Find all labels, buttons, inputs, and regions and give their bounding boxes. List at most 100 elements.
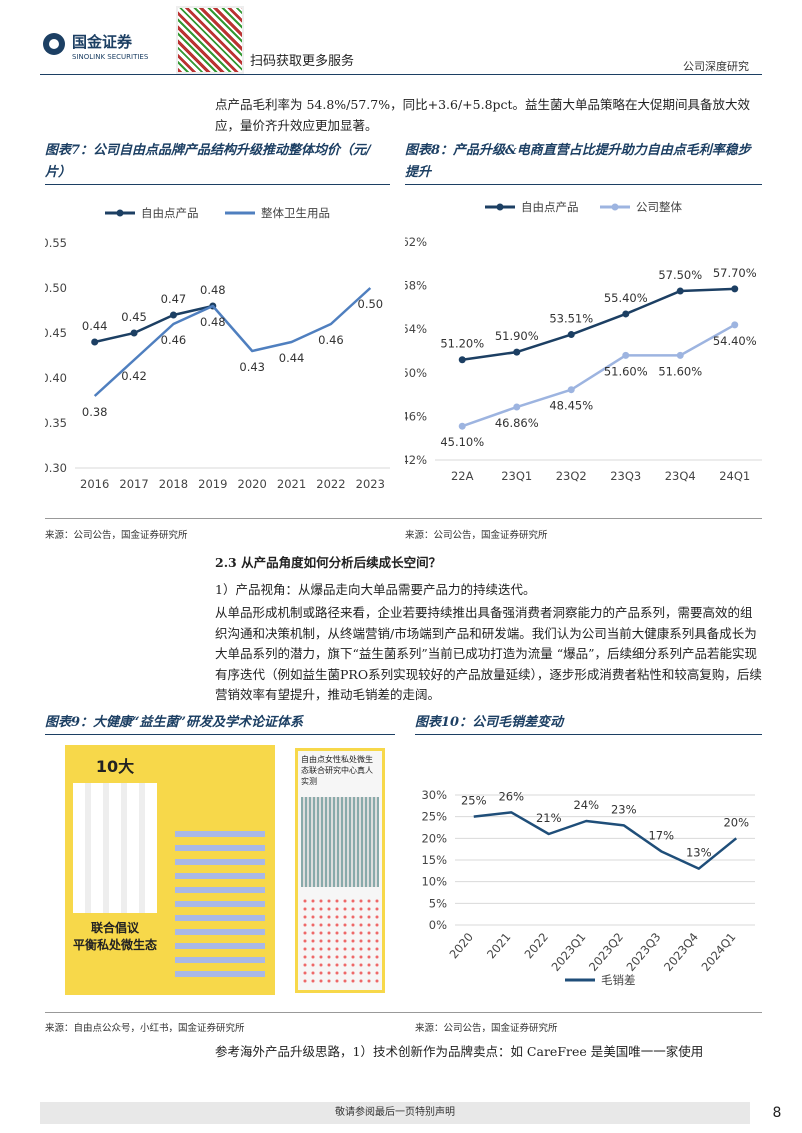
point	[622, 310, 630, 318]
point	[513, 348, 521, 356]
point	[622, 351, 630, 359]
point	[513, 403, 521, 411]
x-tick-label: 2020	[447, 930, 477, 961]
source: 来源：公司公告，国金证券研究所	[45, 530, 188, 541]
data-label: 20%	[723, 815, 749, 829]
x-tick-label: 2023Q4	[661, 930, 701, 974]
source: 来源：公司公告，国金证券研究所	[405, 530, 548, 541]
data-label: 57.70%	[713, 266, 757, 280]
data-label: 23%	[611, 802, 637, 816]
y-tick-label: 25%	[421, 810, 447, 824]
data-label: 0.46	[318, 333, 344, 347]
data-label: 0.46	[161, 333, 187, 347]
y-tick-label: 0.55	[45, 236, 67, 250]
point	[458, 422, 466, 430]
y-tick-label: 46%	[405, 409, 427, 423]
image-panel	[165, 745, 275, 995]
image-photos	[73, 783, 157, 913]
data-label: 26%	[498, 789, 524, 803]
rule	[45, 518, 762, 519]
x-tick-label: 23Q4	[665, 469, 696, 483]
data-label: 51.90%	[495, 329, 539, 343]
x-tick-label: 2023Q3	[623, 930, 663, 974]
data-label: 24%	[573, 798, 599, 812]
data-label: 0.48	[200, 283, 226, 297]
data-label: 48.45%	[549, 399, 593, 413]
point	[91, 338, 99, 346]
data-label: 0.47	[161, 292, 187, 306]
x-tick-label: 2023Q2	[586, 930, 626, 974]
point	[731, 285, 739, 293]
data-label: 17%	[648, 828, 674, 842]
data-label: 25%	[461, 794, 487, 808]
series-line	[94, 304, 214, 344]
data-label: 57.50%	[658, 268, 702, 282]
scan-text: 扫码获取更多服务	[250, 54, 355, 69]
x-tick-label: 2021	[484, 930, 514, 961]
data-label: 0.44	[279, 351, 305, 365]
x-tick-label: 2022	[316, 477, 345, 491]
legend-label: 自由点产品	[141, 206, 199, 220]
paragraph: 从单品形成机制或路径来看，企业若要持续推出具备强消费者洞察能力的产品系列，需要高…	[215, 605, 762, 702]
x-tick-label: 22A	[451, 469, 474, 483]
figure-title: 图表10：公司毛销差变动	[415, 712, 762, 735]
figure-title: 图表7：公司自由点品牌产品结构升级推动整体均价（元/片）	[45, 140, 390, 185]
point	[130, 329, 138, 337]
point	[567, 331, 575, 339]
image-text-lines	[175, 825, 265, 985]
data-label: 53.51%	[549, 312, 593, 326]
paragraph: 参考海外产品升级思路，1）技术创新作为品牌卖点：如 CareFree 是美国唯一…	[215, 1044, 704, 1059]
y-tick-label: 20%	[421, 831, 447, 845]
point	[169, 311, 177, 319]
chart: 0%5%10%15%20%25%30%2020 2021 20222023Q1202…	[421, 788, 755, 987]
x-tick-label: 2016	[80, 477, 109, 491]
data-label: 54.40%	[713, 334, 757, 348]
image-poster: 10大 联合倡议 平衡私处微生态	[65, 745, 165, 995]
data-label: 51.60%	[604, 364, 648, 378]
x-tick-label: 23Q3	[610, 469, 641, 483]
image-chart	[301, 797, 379, 887]
doc-type: 公司深度研究	[683, 60, 749, 73]
image-text: 联合倡议	[90, 921, 139, 935]
chart: 42% 46% 50% 54% 58% 62% 22A 23Q1 23Q2 23Q3 23Q4 24Q…	[405, 200, 762, 483]
data-label: 51.20%	[440, 337, 484, 351]
legend-label: 整体卫生用品	[261, 206, 330, 220]
y-tick-label: 0.30	[45, 461, 67, 475]
x-tick-label: 2019	[198, 477, 227, 491]
logo: 国金证券 SINOLINK SECURITIES	[43, 33, 149, 61]
data-label: 21%	[536, 811, 562, 825]
section-heading: 2.3 从产品角度如何分析后续成长空间？	[215, 555, 442, 570]
data-label: 0.50	[358, 297, 384, 311]
legend-label: 自由点产品	[521, 200, 579, 214]
brand-en: SINOLINK SECURITIES	[72, 53, 149, 61]
y-tick-label: 58%	[405, 279, 427, 293]
y-tick-label: 42%	[405, 453, 427, 467]
source: 来源：公司公告，国金证券研究所	[415, 1023, 558, 1034]
data-label: 0.48	[200, 315, 226, 329]
image-panel: 自由点女性私处微生态联合研究中心真人实测	[295, 748, 385, 993]
data-label: 46.86%	[495, 416, 539, 430]
paragraph: 1）产品视角：从爆品走向大单品需要产品力的持续迭代。	[215, 582, 536, 597]
point	[676, 287, 684, 295]
legend-marker	[116, 209, 124, 217]
y-tick-label: 0.35	[45, 416, 67, 430]
point	[731, 321, 739, 329]
y-tick-label: 62%	[405, 235, 427, 249]
y-tick-label: 54%	[405, 322, 427, 336]
x-tick-label: 2020	[238, 477, 267, 491]
brand: 国金证券	[72, 33, 133, 51]
y-tick-label: 0%	[429, 918, 447, 932]
y-tick-label: 0.40	[45, 371, 67, 385]
footer-notice: 敬请参阅最后一页特别声明	[40, 1102, 750, 1124]
x-tick-label: 2018	[159, 477, 188, 491]
rule	[45, 1012, 762, 1013]
y-tick-label: 30%	[421, 788, 447, 802]
y-tick-label: 15%	[421, 853, 447, 867]
point	[567, 386, 575, 394]
y-tick-label: 50%	[405, 366, 427, 380]
image-text: 10大	[95, 757, 135, 776]
series-line	[93, 287, 372, 397]
paragraph: 点产品毛利率为 54.8%/57.7%，同比+3.6/+5.8pct。益生菌大单…	[215, 97, 751, 133]
x-tick-label: 2023	[356, 477, 385, 491]
data-label: 0.44	[82, 319, 108, 333]
